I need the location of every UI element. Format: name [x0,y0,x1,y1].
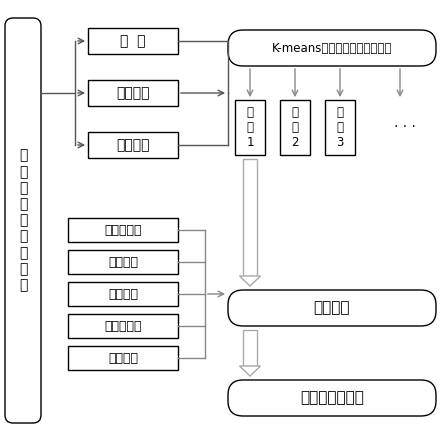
Text: 机
群
2: 机 群 2 [291,106,299,149]
Text: 轴系参数: 轴系参数 [108,255,138,269]
Text: 确
定
风
电
场
分
群
指
标: 确 定 风 电 场 分 群 指 标 [19,149,27,292]
Bar [68,314,178,338]
Bar [88,132,178,158]
Text: 机端电压: 机端电压 [116,86,150,100]
Text: 风电场等值模型: 风电场等值模型 [300,390,364,406]
Text: 线路参数: 线路参数 [108,351,138,365]
Bar [68,346,178,370]
Bar [280,100,310,155]
Text: 有功功率: 有功功率 [116,138,150,152]
FancyBboxPatch shape [228,380,436,416]
Bar [68,218,178,242]
Bar [243,159,257,276]
Text: 风  速: 风 速 [120,34,146,48]
Polygon shape [239,366,260,376]
Bar [325,100,355,155]
Bar [88,80,178,106]
Bar [88,28,178,54]
Polygon shape [239,276,260,286]
Bar [243,330,257,366]
FancyBboxPatch shape [228,30,436,66]
Bar [235,100,265,155]
Text: 机
群
1: 机 群 1 [246,106,254,149]
Text: 等值计算: 等值计算 [314,300,350,315]
Text: · · ·: · · · [394,120,416,134]
Text: K-means聚类算法对风电场分群: K-means聚类算法对风电场分群 [272,41,392,55]
Bar [68,250,178,274]
FancyBboxPatch shape [5,18,41,423]
Text: 机
群
3: 机 群 3 [336,106,344,149]
FancyBboxPatch shape [228,290,436,326]
Text: 发电机参数: 发电机参数 [104,224,142,236]
Text: 变压器参数: 变压器参数 [104,319,142,333]
Bar [68,282,178,306]
Text: 控制参数: 控制参数 [108,288,138,300]
